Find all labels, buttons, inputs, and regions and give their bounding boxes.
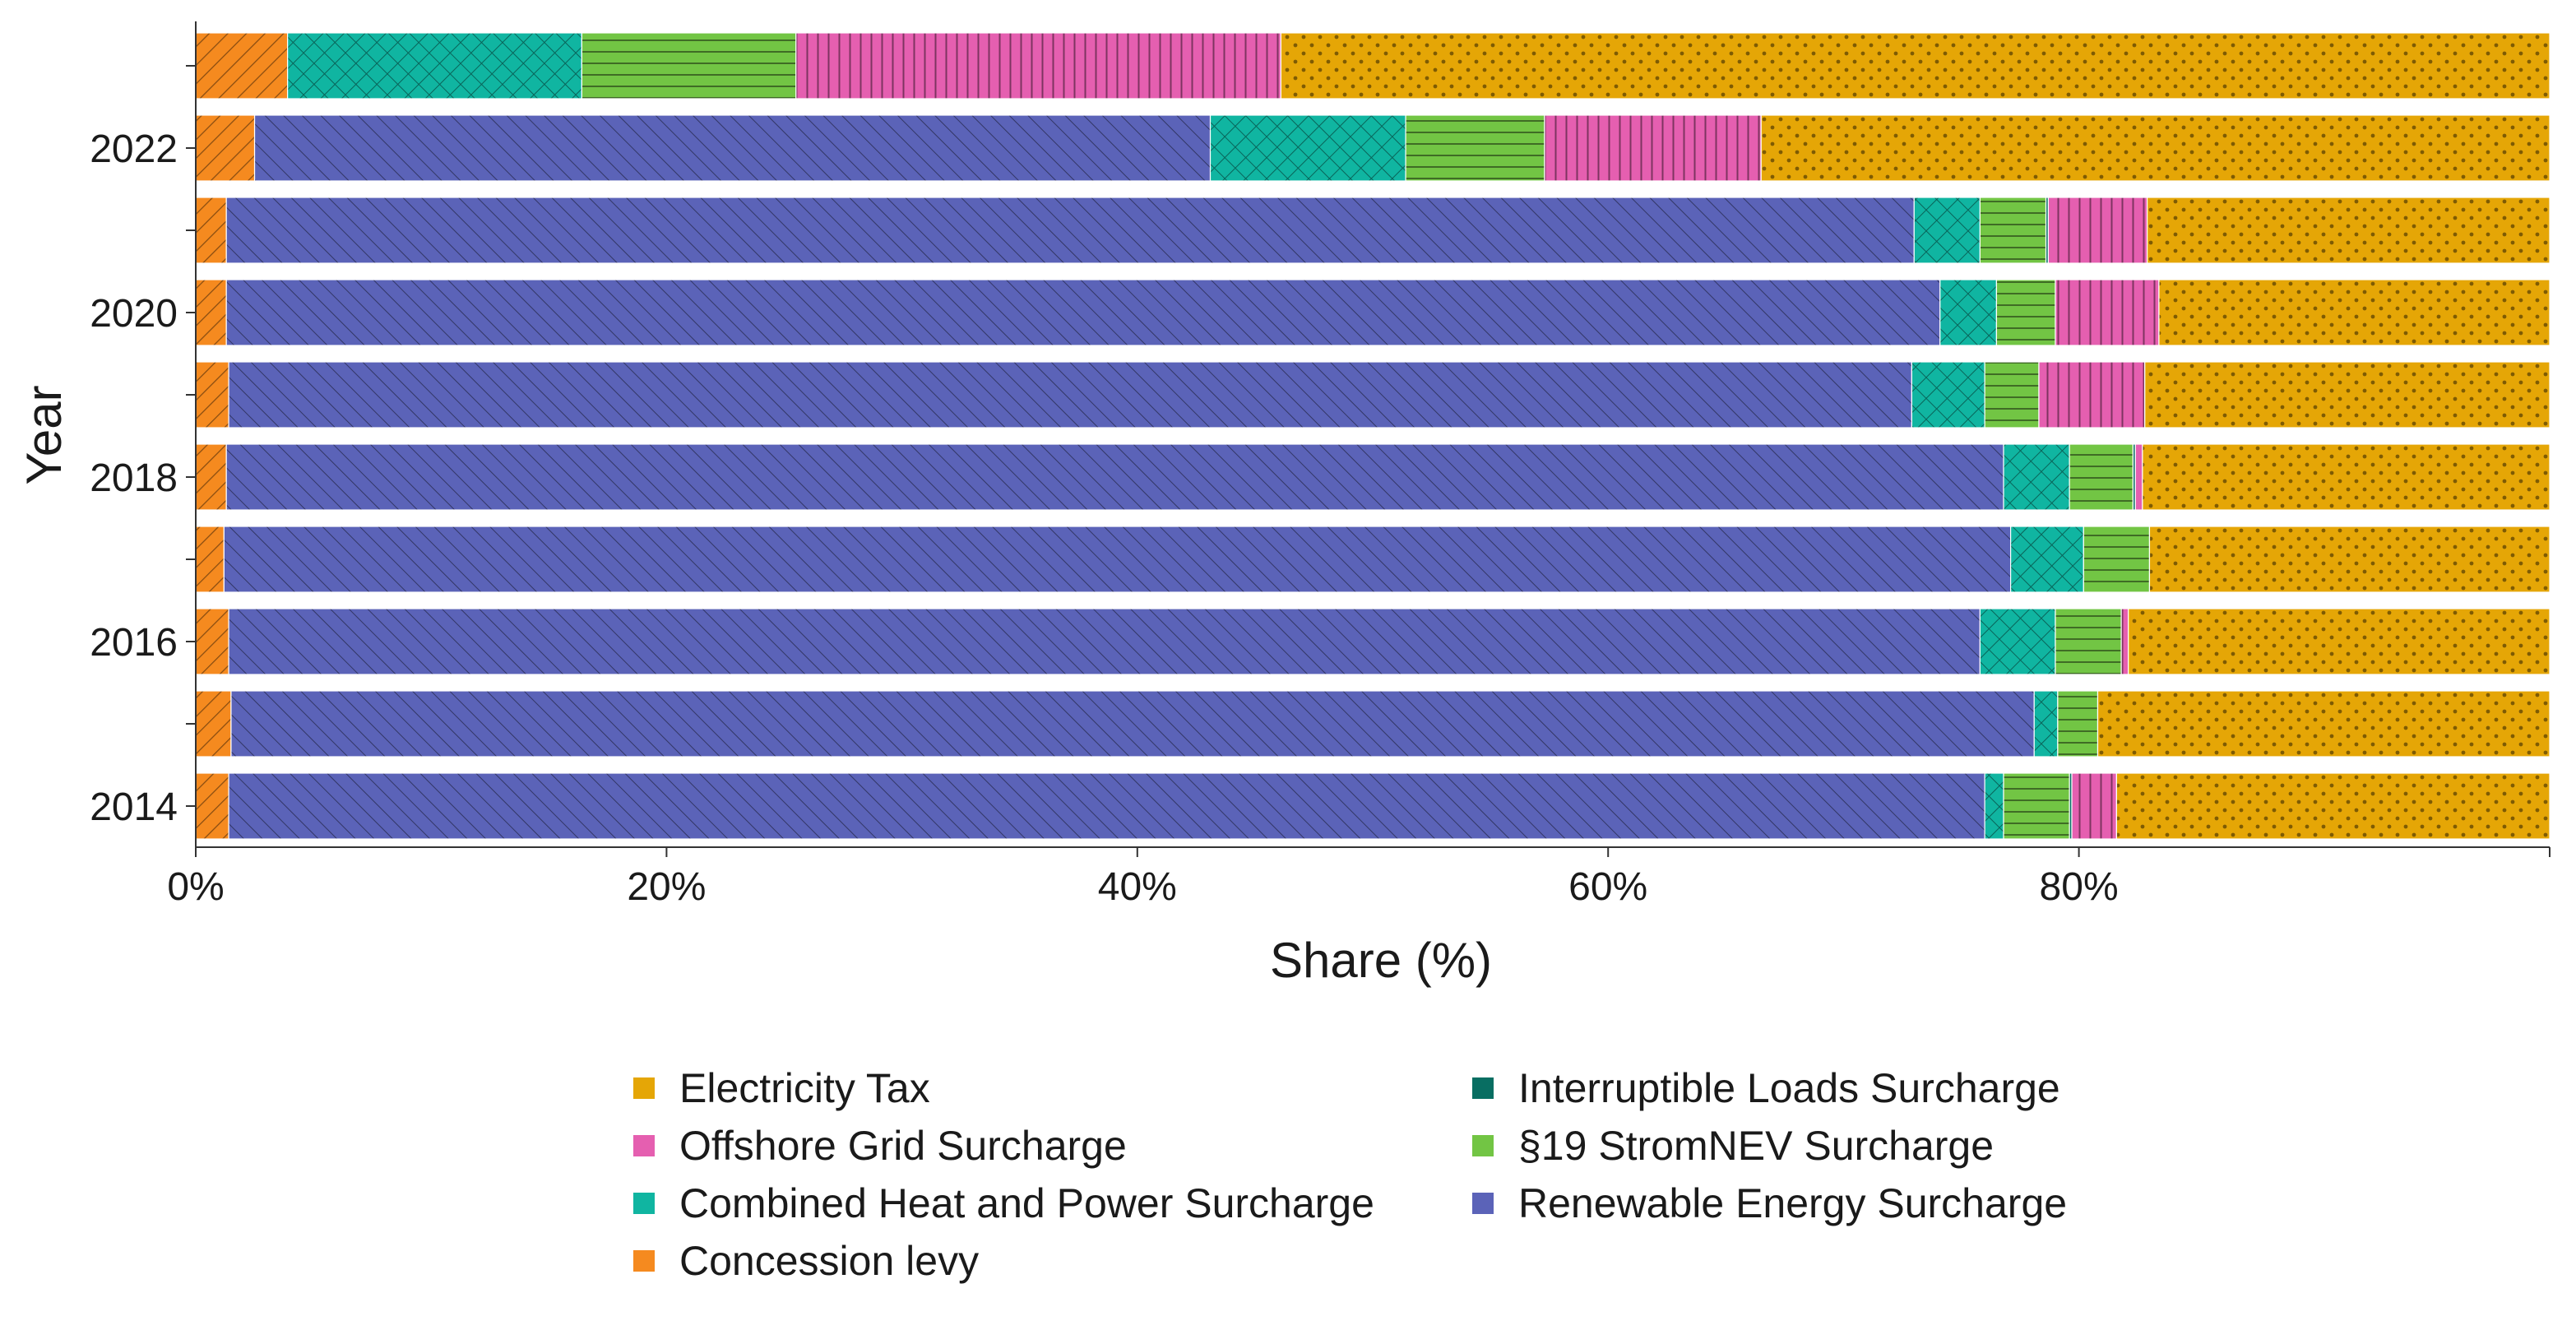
- bar-segment-2018-19-stromnev-surcharge: [2069, 443, 2134, 511]
- bar-segment-2023-19-stromnev-surcharge: [581, 32, 797, 100]
- legend-item: Renewable Energy Surcharge: [1472, 1175, 2067, 1232]
- bar-segment-2018-electricity-tax: [2142, 443, 2551, 511]
- bar-segment-2015-renewable-energy-surcharge: [230, 690, 2035, 758]
- bar-segment-2016-offshore-grid-surcharge: [2120, 608, 2129, 675]
- y-tick-label: 2018: [90, 456, 178, 500]
- bar-segment-2022-renewable-energy-surcharge: [253, 114, 1212, 182]
- legend-swatch: [633, 1193, 655, 1214]
- legend-item: Concession levy: [633, 1232, 979, 1290]
- bar-segment-2014-offshore-grid-surcharge: [2071, 772, 2117, 840]
- bar-segment-2017-19-stromnev-surcharge: [2083, 526, 2151, 593]
- y-tick-label: 2020: [90, 292, 178, 336]
- legend-item: Interruptible Loads Surcharge: [1472, 1059, 2060, 1117]
- bar-segment-2022-combined-heat-and-power-surcharge: [1209, 114, 1406, 182]
- bar-segment-2017-concession-levy: [195, 526, 225, 593]
- legend-label: Renewable Energy Surcharge: [1518, 1180, 2068, 1226]
- bar-segment-2023-offshore-grid-surcharge: [795, 32, 1281, 100]
- x-tick-label: 40%: [1098, 865, 1177, 909]
- bar-segment-2019-offshore-grid-surcharge: [2038, 361, 2146, 429]
- bar-segment-2017-combined-heat-and-power-surcharge: [2010, 526, 2084, 593]
- bar-segment-2016-19-stromnev-surcharge: [2055, 608, 2122, 675]
- x-tick-label: 20%: [627, 865, 706, 909]
- x-tick-label: 80%: [2040, 865, 2119, 909]
- bar-segment-2019-combined-heat-and-power-surcharge: [1911, 361, 1985, 429]
- bars-layer: [195, 32, 2551, 840]
- legend-item: Offshore Grid Surcharge: [633, 1117, 1127, 1175]
- bar-segment-2020-concession-levy: [195, 279, 227, 346]
- axes-layer: 0% 20% 40% 60% 80% 2022 2020 2018 2016 2014 Share …: [16, 21, 2551, 988]
- bar-segment-2018-renewable-energy-surcharge: [225, 443, 2004, 511]
- bar-segment-2021-offshore-grid-surcharge: [2047, 197, 2148, 264]
- bar-segment-2022-19-stromnev-surcharge: [1405, 114, 1545, 182]
- legend-swatch: [633, 1135, 655, 1156]
- bar-segment-2022-electricity-tax: [1760, 114, 2551, 182]
- bar-segment-2020-renewable-energy-surcharge: [225, 279, 1941, 346]
- bar-segment-2018-offshore-grid-surcharge: [2134, 443, 2143, 511]
- bar-segment-2019-19-stromnev-surcharge: [1984, 361, 2040, 429]
- bar-segment-2016-electricity-tax: [2128, 608, 2551, 675]
- bar-segment-2019-renewable-energy-surcharge: [228, 361, 1912, 429]
- legend-item: Combined Heat and Power Surcharge: [633, 1175, 1374, 1232]
- legend-item: §19 StromNEV Surcharge: [1472, 1117, 1994, 1175]
- bar-segment-2014-electricity-tax: [2115, 772, 2551, 840]
- legend-swatch: [1472, 1077, 1494, 1099]
- bar-segment-2014-concession-levy: [195, 772, 229, 840]
- bar-segment-2021-concession-levy: [195, 197, 227, 264]
- y-tick-label: 2016: [90, 621, 178, 665]
- legend-swatch: [633, 1077, 655, 1099]
- legend-label: Electricity Tax: [679, 1065, 930, 1111]
- legend-label: Concession levy: [679, 1238, 980, 1284]
- bar-segment-2015-electricity-tax: [2096, 690, 2551, 758]
- bar-segment-2023-combined-heat-and-power-surcharge: [287, 32, 582, 100]
- bar-segment-2021-renewable-energy-surcharge: [225, 197, 1915, 264]
- bar-segment-2015-19-stromnev-surcharge: [2057, 690, 2099, 758]
- x-tick-label: 60%: [1568, 865, 1647, 909]
- bar-segment-2022-offshore-grid-surcharge: [1544, 114, 1762, 182]
- bar-segment-2021-19-stromnev-surcharge: [1979, 197, 2047, 264]
- bar-segment-2020-19-stromnev-surcharge: [1995, 279, 2056, 346]
- bar-segment-2016-renewable-energy-surcharge: [228, 608, 1981, 675]
- bar-segment-2014-combined-heat-and-power-surcharge: [1984, 772, 2004, 840]
- legend-item: Electricity Tax: [633, 1059, 930, 1117]
- legend-label: Offshore Grid Surcharge: [679, 1123, 1127, 1169]
- x-tick-label: 0%: [167, 865, 224, 909]
- bar-segment-2021-electricity-tax: [2146, 197, 2551, 264]
- bar-segment-2015-concession-levy: [195, 690, 232, 758]
- bar-segment-2020-electricity-tax: [2158, 279, 2551, 346]
- bar-segment-2023-electricity-tax: [1280, 32, 2551, 100]
- bar-segment-2017-renewable-energy-surcharge: [223, 526, 2012, 593]
- legend-label: Combined Heat and Power Surcharge: [679, 1180, 1374, 1226]
- bar-segment-2016-combined-heat-and-power-surcharge: [1979, 608, 2056, 675]
- y-tick-label: 2022: [90, 127, 178, 171]
- legend-swatch: [1472, 1135, 1494, 1156]
- bar-segment-2020-combined-heat-and-power-surcharge: [1939, 279, 1998, 346]
- bar-segment-2015-combined-heat-and-power-surcharge: [2033, 690, 2059, 758]
- legend-swatch: [633, 1250, 655, 1272]
- bar-segment-2022-concession-levy: [195, 114, 256, 182]
- bar-segment-2021-combined-heat-and-power-surcharge: [1913, 197, 1981, 264]
- legend-label: Interruptible Loads Surcharge: [1518, 1065, 2060, 1111]
- bar-segment-2018-combined-heat-and-power-surcharge: [2003, 443, 2070, 511]
- y-axis-title: Year: [16, 385, 72, 484]
- bar-segment-2016-concession-levy: [195, 608, 229, 675]
- bar-segment-2017-electricity-tax: [2148, 526, 2551, 593]
- y-tick-label: 2014: [90, 785, 178, 829]
- bar-segment-2020-offshore-grid-surcharge: [2055, 279, 2160, 346]
- bar-segment-2018-concession-levy: [195, 443, 227, 511]
- bar-segment-2019-electricity-tax: [2144, 361, 2551, 429]
- bar-segment-2014-renewable-energy-surcharge: [228, 772, 1985, 840]
- legend-label: §19 StromNEV Surcharge: [1518, 1123, 1995, 1169]
- x-axis-title: Share (%): [1270, 933, 1492, 988]
- bar-segment-2023-concession-levy: [195, 32, 289, 100]
- bar-segment-2019-concession-levy: [195, 361, 229, 429]
- bar-segment-2014-19-stromnev-surcharge: [2003, 772, 2070, 840]
- legend-swatch: [1472, 1193, 1494, 1214]
